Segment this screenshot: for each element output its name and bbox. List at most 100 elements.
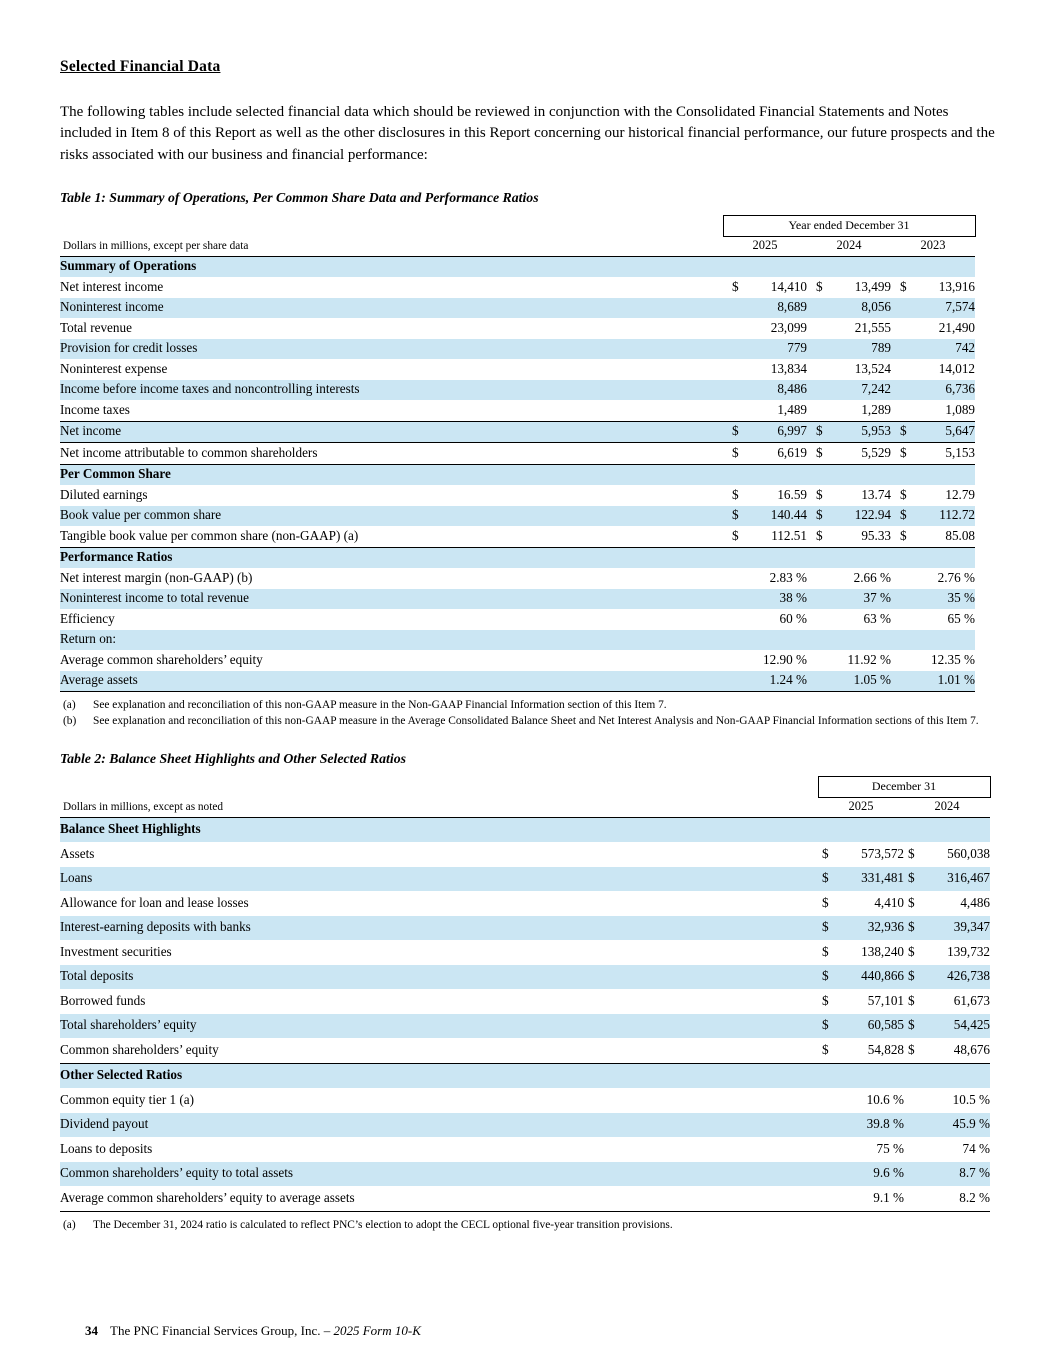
row-label: Net income attributable to common shareh… <box>60 442 723 465</box>
amount: 426,738 <box>947 968 990 984</box>
footnote-text: See explanation and reconciliation of th… <box>93 699 667 712</box>
value-cell: 1.05 % <box>807 670 891 693</box>
value-cell: 39.8 % <box>866 1116 904 1132</box>
amount: 5,647 <box>945 423 976 439</box>
row-label: Income taxes <box>60 401 130 417</box>
section-label: Other Selected Ratios <box>60 1067 183 1083</box>
row-label: Net interest income <box>60 278 164 294</box>
table-row: Common shareholders’ equity to total ass… <box>60 1161 990 1187</box>
amount: 4,486 <box>960 894 990 910</box>
table-row: Average common shareholders’ equity to a… <box>60 1186 990 1212</box>
value-cell: 13,524 <box>854 360 891 376</box>
value-cell: $331,481 <box>818 867 904 892</box>
amount: 95.33 <box>861 527 891 543</box>
value-cell: $5,153 <box>891 442 976 465</box>
value-cell: $6,997 <box>723 420 807 444</box>
table-row: Average assets 1.24 % 1.05 % 1.01 % <box>60 670 976 693</box>
year-header: 2025 <box>818 797 904 818</box>
section-label: Per Common Share <box>60 466 171 482</box>
amount: 573,572 <box>861 845 904 861</box>
value-cell: $14,410 <box>723 277 807 298</box>
value-cell: 779 <box>787 340 807 356</box>
value-cell: 63 % <box>863 610 891 626</box>
period-header: December 31 <box>817 775 991 798</box>
value-cell: 38 % <box>779 590 807 606</box>
dollar-sign: $ <box>822 992 829 1008</box>
table-row: Net income $6,997 $5,953 $5,647 <box>60 420 976 444</box>
amount: 560,038 <box>947 845 990 861</box>
dollar-sign: $ <box>816 486 823 502</box>
table-row: Allowance for loan and lease losses $4,41… <box>60 891 990 916</box>
dollar-sign: $ <box>816 444 823 460</box>
row-label: Average assets <box>60 670 723 693</box>
footnote-text: See explanation and reconciliation of th… <box>93 714 979 727</box>
table-row: Loans $331,481 $316,467 <box>60 866 990 892</box>
balance-sheet-table: December 31 Dollars in millions, except a… <box>60 775 1000 1212</box>
value-cell: $560,038 <box>904 842 990 867</box>
footnote: (a) See explanation and reconciliation of… <box>60 698 995 714</box>
amount: 440,866 <box>861 968 904 984</box>
units-note: Dollars in millions, except per share da… <box>60 236 723 257</box>
table-row: Average common shareholders’ equity 12.90… <box>60 650 976 671</box>
value-cell: 789 <box>871 340 891 356</box>
dollar-sign: $ <box>822 845 829 861</box>
row-label: Average common shareholders’ equity to a… <box>60 1186 818 1212</box>
value-cell: $54,828 <box>818 1038 904 1064</box>
section-row: Balance Sheet Highlights <box>60 817 990 843</box>
value-cell: 1,289 <box>861 401 891 417</box>
value-cell: $5,647 <box>891 420 976 444</box>
value-cell: 21,490 <box>938 319 976 335</box>
table1-grid: Year ended December 31 Dollars in million… <box>60 214 976 693</box>
value-cell: $13,499 <box>807 277 891 298</box>
value-cell: 8,486 <box>777 381 807 397</box>
value-cell: 10.5 % <box>952 1091 990 1107</box>
table-row: Income before income taxes and noncontro… <box>60 379 976 401</box>
dollar-sign: $ <box>732 507 739 523</box>
table-row: Noninterest expense 13,834 13,524 14,012 <box>60 359 976 380</box>
table-row: Interest-earning deposits with banks $32,… <box>60 915 990 941</box>
value-cell: 9.1 % <box>818 1186 904 1212</box>
amount: 13,916 <box>938 278 976 294</box>
dollar-sign: $ <box>822 894 829 910</box>
value-cell: $112.72 <box>891 506 975 527</box>
period-header-row: December 31 <box>60 775 991 798</box>
row-label: Diluted earnings <box>60 486 148 502</box>
value-cell: $16.59 <box>723 485 807 506</box>
row-label: Loans <box>60 870 93 886</box>
row-label: Book value per common share <box>60 507 222 523</box>
value-cell: $440,866 <box>818 965 904 990</box>
section-label: Summary of Operations <box>60 258 197 274</box>
row-label: Average common shareholders’ equity <box>60 651 263 667</box>
value-cell: 1.24 % <box>723 670 807 693</box>
amount: 32,936 <box>867 919 904 935</box>
row-label: Assets <box>60 845 95 861</box>
value-cell: $138,240 <box>818 940 904 965</box>
table-row: Dividend payout 39.8 % 45.9 % <box>60 1112 990 1138</box>
value-cell: 65 % <box>947 610 976 626</box>
amount: 112.51 <box>771 527 807 543</box>
table-row: Book value per common share $140.44 $122.9… <box>60 505 976 527</box>
value-cell: 2.66 % <box>853 569 891 585</box>
value-cell: $112.51 <box>723 526 807 548</box>
section-row: Summary of Operations <box>60 256 976 278</box>
dollar-sign: $ <box>816 423 823 439</box>
dollar-sign: $ <box>900 278 907 294</box>
table-row: Net interest income $14,410 $13,499 $13,916 <box>60 277 976 298</box>
table-row: Loans to deposits 75 % 74 % <box>60 1137 990 1162</box>
dollar-sign: $ <box>908 870 915 886</box>
page-number: 34 <box>85 1323 98 1338</box>
dollar-sign: $ <box>732 444 739 460</box>
table-row: Efficiency 60 % 63 % 65 % <box>60 609 976 630</box>
amount: 48,676 <box>953 1041 990 1057</box>
table-row: Assets $573,572 $560,038 <box>60 842 990 867</box>
value-cell: 8.2 % <box>904 1186 990 1212</box>
footer-form-label: 2025 Form 10-K <box>333 1323 421 1338</box>
value-cell: 742 <box>955 340 976 356</box>
table-row: Total shareholders’ equity $60,585 $54,425 <box>60 1013 990 1039</box>
section-label: Balance Sheet Highlights <box>60 821 201 837</box>
value-cell: $5,529 <box>807 442 891 465</box>
dollar-sign: $ <box>900 507 907 523</box>
dollar-sign: $ <box>908 1017 915 1033</box>
row-label: Tangible book value per common share (no… <box>60 526 723 548</box>
amount: 13,499 <box>854 278 891 294</box>
